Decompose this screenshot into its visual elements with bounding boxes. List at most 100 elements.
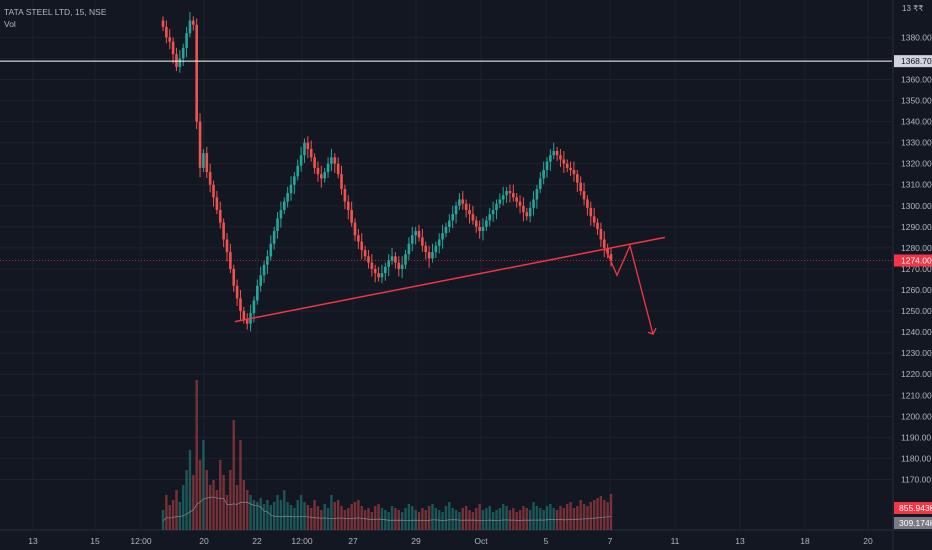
volume-bar <box>603 500 605 530</box>
volume-bar <box>445 506 447 530</box>
candle-body <box>199 122 202 168</box>
candle-body <box>445 227 448 233</box>
volume-bar <box>462 508 464 530</box>
price-tick-label: 1220.00 <box>901 369 932 379</box>
candle-body <box>421 237 424 245</box>
volume-bar <box>229 470 231 530</box>
candle-body <box>209 172 212 185</box>
volume-bar <box>344 510 346 530</box>
volume-bar <box>212 480 214 530</box>
candle-body <box>182 48 185 59</box>
volume-bar <box>364 510 366 530</box>
time-tick-label: 7 <box>608 536 613 546</box>
candle-body <box>212 185 215 198</box>
volume-bar <box>472 512 474 530</box>
volume-bar <box>532 502 534 530</box>
candle-body <box>259 275 262 286</box>
candle-body <box>381 273 384 277</box>
volume-bar <box>266 500 268 530</box>
candle-body <box>522 206 525 212</box>
candle-body <box>519 202 522 206</box>
candle-body <box>397 263 400 269</box>
time-tick-label: 20 <box>863 536 873 546</box>
volume-bar <box>539 508 541 530</box>
volume-bar <box>576 506 578 530</box>
candle-body <box>549 155 552 161</box>
candle-body <box>391 256 394 260</box>
volume-bar <box>334 502 336 530</box>
volume-bar <box>526 508 528 530</box>
candle-body <box>205 153 208 172</box>
legend-symbol[interactable]: TATA STEEL LTD, 15, NSE <box>4 6 107 18</box>
candle-body <box>465 204 468 210</box>
time-tick-label: 13 <box>735 536 745 546</box>
volume-bar <box>387 512 389 530</box>
candle-body <box>556 151 559 155</box>
candle-body <box>596 223 599 229</box>
candle-body <box>202 153 205 168</box>
candle-body <box>408 244 411 255</box>
candle-body <box>394 256 397 262</box>
volume-bar <box>451 508 453 530</box>
candle-body <box>579 183 582 191</box>
volume-bar <box>441 512 443 530</box>
volume-value-label: 309.174K <box>899 518 932 528</box>
volume-bar <box>411 506 413 530</box>
volume-bar <box>216 490 218 530</box>
volume-bar <box>337 500 339 530</box>
volume-bar <box>239 440 241 530</box>
candle-body <box>263 265 266 276</box>
volume-bar <box>357 500 359 530</box>
candle-body <box>509 191 512 193</box>
candle-body <box>344 189 347 202</box>
price-tick-label: 1240.00 <box>901 327 932 337</box>
candle-body <box>290 185 293 193</box>
volume-bar <box>320 510 322 530</box>
volume-bar <box>485 508 487 530</box>
volume-bar <box>293 508 295 530</box>
volume-bar <box>425 510 427 530</box>
candle-body <box>384 267 387 273</box>
candle-body <box>461 199 464 203</box>
candle-body <box>354 223 357 236</box>
volume-bar <box>566 504 568 530</box>
volume-bar <box>259 498 261 530</box>
price-tick-label: 1380.00 <box>901 32 932 42</box>
volume-bar <box>549 504 551 530</box>
volume-bar <box>519 510 521 530</box>
volume-bar <box>502 504 504 530</box>
volume-bar <box>371 512 373 530</box>
candle-body <box>505 191 508 195</box>
volume-bar <box>350 504 352 530</box>
candle-body <box>475 221 478 227</box>
candle-body <box>283 202 286 210</box>
candle-body <box>273 231 276 244</box>
volume-bar <box>290 505 292 530</box>
volume-bar <box>283 490 285 530</box>
candle-body <box>539 178 542 189</box>
candle-body <box>189 21 192 34</box>
candle-body <box>276 218 279 231</box>
candle-body <box>387 261 390 267</box>
candle-body <box>367 256 370 262</box>
volume-bar <box>270 505 272 530</box>
candle-body <box>168 37 171 41</box>
volume-bar <box>354 502 356 530</box>
candle-body <box>162 21 165 27</box>
volume-bar <box>522 506 524 530</box>
candle-body <box>172 42 175 55</box>
price-tick-label: 1210.00 <box>901 390 932 400</box>
time-tick-label: 12:00 <box>130 536 152 546</box>
candle-body <box>371 263 374 269</box>
candle-body <box>424 246 427 252</box>
time-tick-label: 20 <box>199 536 209 546</box>
volume-bar <box>401 512 403 530</box>
price-tick-label: 1320.00 <box>901 159 932 169</box>
legend-volume-label[interactable]: Vol <box>4 18 107 30</box>
volume-bar <box>172 500 174 530</box>
volume-bar <box>222 475 224 530</box>
volume-bar <box>536 506 538 530</box>
price-tick-label: 1190.00 <box>901 432 931 442</box>
candle-body <box>495 204 498 210</box>
